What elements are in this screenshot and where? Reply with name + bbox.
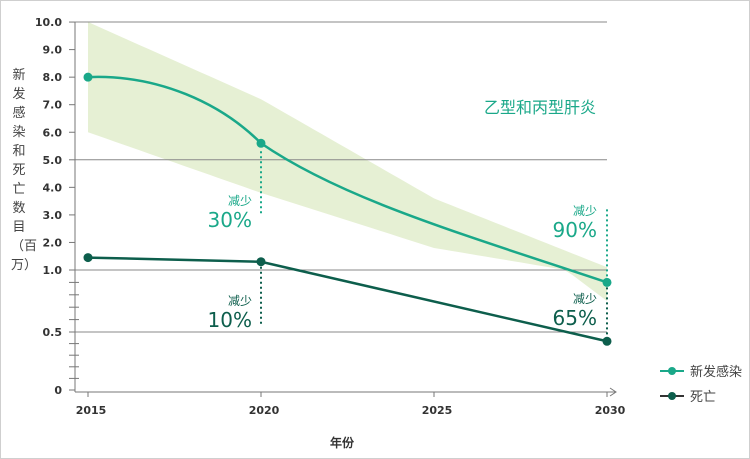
annotation-label: 减少 <box>572 292 597 306</box>
annotation-value: 90% <box>552 218 597 242</box>
band-label: 乙型和丙型肝炎 <box>484 98 597 117</box>
annotation-value: 10% <box>207 308 252 332</box>
y-tick-label: 9.0 <box>43 44 63 57</box>
legend-swatch-deaths <box>660 391 684 400</box>
legend: 新发感染 死亡 <box>660 358 742 408</box>
data-point <box>83 253 93 263</box>
annotation-value: 30% <box>207 208 252 232</box>
x-tick-label: 2020 <box>249 404 280 417</box>
uncertainty-band <box>88 22 607 302</box>
y-tick-label: 8.0 <box>43 71 63 84</box>
legend-item-infections: 新发感染 <box>660 358 742 383</box>
y-tick-label: 0.5 <box>43 326 63 339</box>
y-tick-label: 3.0 <box>43 209 63 222</box>
legend-label: 新发感染 <box>690 365 743 380</box>
annotation-value: 65% <box>552 306 597 330</box>
annotation-infections-2020: 减少 30% <box>172 192 252 231</box>
data-point <box>256 257 266 267</box>
y-tick-label: 0 <box>54 384 62 397</box>
data-point <box>256 138 266 148</box>
legend-item-deaths: 死亡 <box>660 383 742 408</box>
y-tick-label: 4.0 <box>43 181 63 194</box>
series-line-infections <box>87 75 608 284</box>
annotation-deaths-2030: 减少 65% <box>517 290 597 329</box>
annotation-label: 减少 <box>227 294 252 308</box>
legend-swatch-infections <box>660 366 684 375</box>
annotation-deaths-2020: 减少 10% <box>172 292 252 331</box>
x-axis-label: 年份 <box>330 436 355 450</box>
y-tick-label: 1.0 <box>43 264 63 277</box>
x-tick-label: 2030 <box>595 404 626 417</box>
y-tick-label: 10.0 <box>35 16 62 29</box>
data-point <box>602 277 612 287</box>
x-tick-label: 2015 <box>76 404 107 417</box>
y-tick-label: 2.0 <box>43 236 63 249</box>
annotation-label: 减少 <box>572 204 597 218</box>
x-tick-label: 2025 <box>422 404 453 417</box>
legend-label: 死亡 <box>690 390 717 405</box>
annotation-infections-2030: 减少 90% <box>517 202 597 241</box>
y-axis-label: 新发感染和死亡数目（百万） <box>11 68 38 273</box>
data-point <box>602 336 612 346</box>
annotation-label: 减少 <box>227 194 252 208</box>
y-tick-label: 7.0 <box>43 99 63 112</box>
y-tick-label: 5.0 <box>43 154 63 167</box>
x-axis-arrow <box>609 387 617 397</box>
data-point <box>83 72 93 82</box>
y-tick-label: 6.0 <box>43 126 63 139</box>
